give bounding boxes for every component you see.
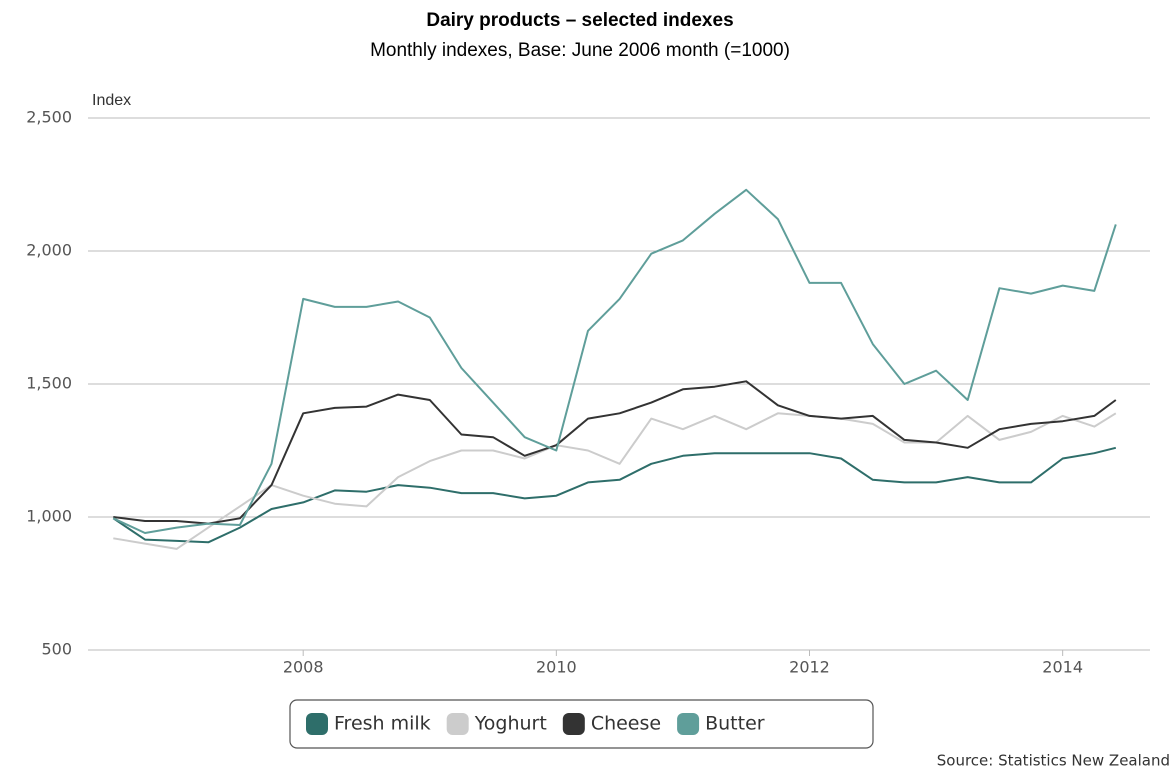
legend-swatch	[677, 713, 700, 735]
x-tick-label: 2014	[1042, 658, 1083, 677]
y-tick-label: 500	[41, 640, 72, 659]
legend-swatch	[446, 713, 469, 735]
legend-label: Fresh milk	[334, 713, 431, 735]
y-tick-label: 2,000	[26, 241, 72, 260]
source: Source: Statistics New Zealand	[937, 752, 1170, 769]
y-tick-label: 1,500	[26, 374, 72, 393]
chart-subtitle: Monthly indexes, Base: June 2006 month (…	[370, 40, 790, 61]
series-line	[113, 380, 1117, 525]
y-axis-label: Index	[92, 92, 131, 109]
x-tick-label: 2010	[536, 658, 577, 677]
series-line	[112, 446, 1117, 544]
x-tick-label: 2012	[789, 658, 830, 677]
y-tick-label: 1,000	[26, 507, 72, 526]
series-line	[112, 188, 1117, 534]
legend-swatch	[306, 713, 328, 735]
legend-label: Butter	[705, 713, 765, 735]
legend-label: Yoghurt	[474, 713, 547, 735]
y-tick-label: 2,500	[26, 108, 72, 127]
chart-title: Dairy products – selected indexes	[426, 10, 733, 31]
legend-label: Cheese	[591, 713, 661, 735]
series-line	[113, 412, 1117, 550]
x-tick-label: 2008	[283, 658, 324, 677]
legend-swatch	[562, 713, 585, 735]
